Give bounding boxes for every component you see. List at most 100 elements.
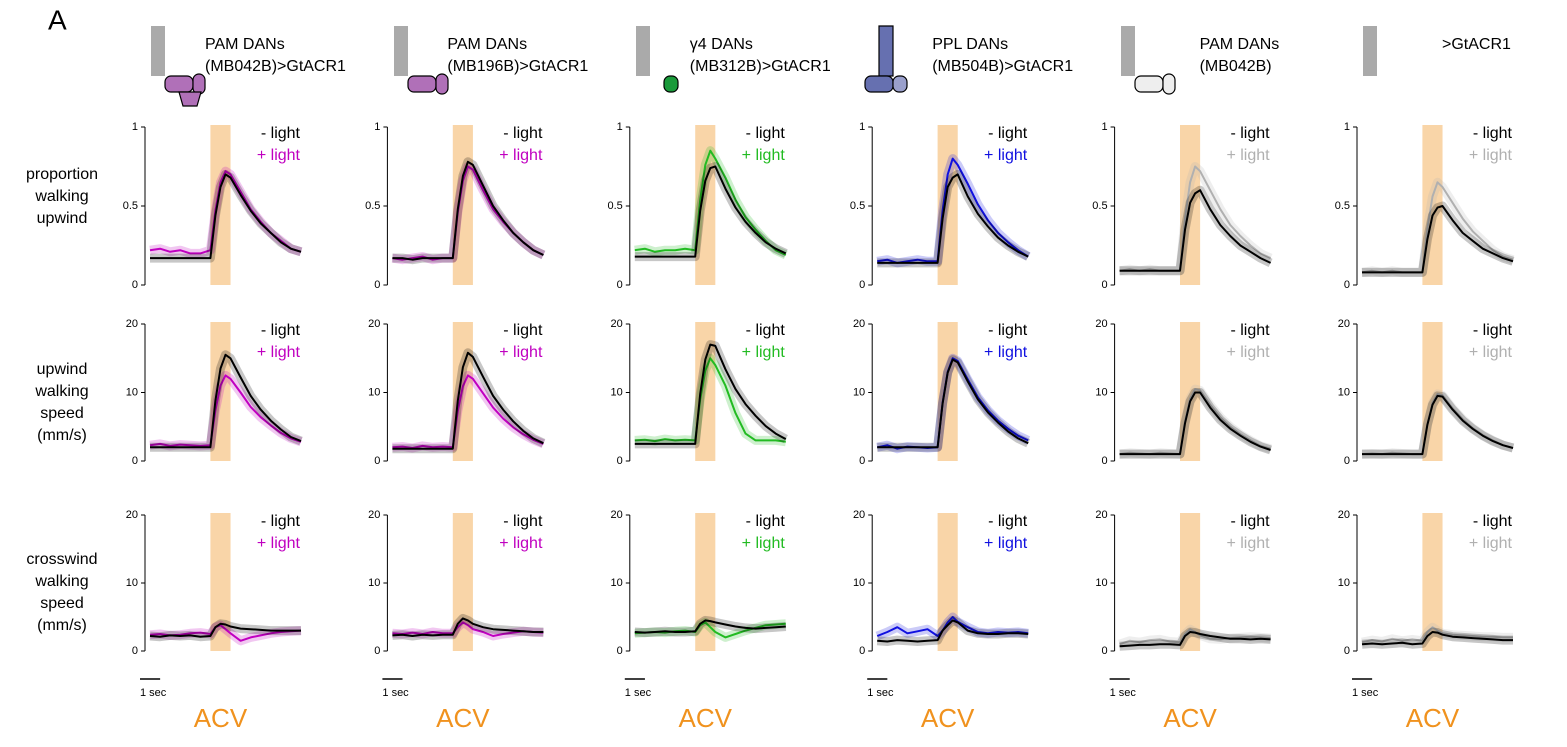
row-label: upwind <box>37 210 88 227</box>
legend-label: + light <box>984 344 1028 361</box>
scale-bar-label: 1 sec <box>1110 687 1137 699</box>
y-tick-label: 0 <box>617 645 623 657</box>
y-tick-label: 10 <box>853 386 865 398</box>
y-tick-label: 20 <box>611 509 623 521</box>
series-line <box>876 616 1029 637</box>
legend-label: + light <box>257 147 301 164</box>
legend-label: - light <box>261 125 301 142</box>
brain-icon <box>1349 20 1417 106</box>
legend-label: - light <box>746 513 786 530</box>
legend-label: - light <box>1473 513 1513 530</box>
y-tick-label: 1 <box>617 121 623 133</box>
stimulus-shade <box>210 125 231 285</box>
y-tick-label: 20 <box>126 509 138 521</box>
y-tick-label: 20 <box>1095 318 1107 330</box>
stimulus-shade <box>452 322 473 461</box>
legend-label: + light <box>1226 535 1270 552</box>
y-tick-label: 10 <box>1095 386 1107 398</box>
series-line <box>1119 628 1271 646</box>
y-tick-label: 10 <box>368 386 380 398</box>
legend-label: - light <box>261 513 301 530</box>
series-line <box>1361 181 1514 274</box>
y-tick-label: 10 <box>1095 577 1107 589</box>
column-title: (MB042B)>GtACR1 <box>205 58 346 75</box>
column-title: >GtACR1 <box>1442 36 1511 53</box>
series-line <box>392 351 544 450</box>
legend-label: + light <box>1469 535 1513 552</box>
legend-label: + light <box>984 147 1028 164</box>
legend-label: - light <box>503 322 543 339</box>
y-tick-label: 0 <box>374 455 380 467</box>
series-line <box>149 624 302 642</box>
stimulus-label: ACV <box>679 703 733 733</box>
y-tick-label: 0 <box>617 279 623 291</box>
column-title: PAM DANs <box>1200 36 1280 53</box>
row-label: speed <box>40 595 84 612</box>
stimulus-label: ACV <box>194 703 248 733</box>
y-tick-label: 0.5 <box>1092 200 1107 212</box>
legend-label: + light <box>742 535 786 552</box>
y-tick-label: 0 <box>859 645 865 657</box>
series-line <box>1119 189 1272 272</box>
series-line <box>149 374 302 447</box>
row-label: (mm/s) <box>37 427 87 444</box>
y-tick-label: 0 <box>1101 279 1107 291</box>
series-line <box>634 343 787 445</box>
row-label: walking <box>34 573 88 590</box>
legend-label: + light <box>742 147 786 164</box>
legend-label: + light <box>1469 147 1513 164</box>
series-line <box>1361 631 1513 646</box>
y-tick-label: 0 <box>132 645 138 657</box>
y-tick-label: 20 <box>1338 318 1350 330</box>
y-tick-label: 10 <box>126 386 138 398</box>
legend-label: + light <box>499 147 543 164</box>
y-tick-label: 20 <box>611 318 623 330</box>
scale-bar-label: 1 sec <box>867 687 894 699</box>
column-title: PAM DANs <box>205 36 285 53</box>
series-line <box>877 157 1029 264</box>
legend-label: - light <box>1230 125 1270 142</box>
y-tick-label: 20 <box>853 318 865 330</box>
y-tick-label: 10 <box>126 577 138 589</box>
y-tick-label: 0.5 <box>850 200 865 212</box>
y-tick-label: 0 <box>132 455 138 467</box>
y-tick-label: 0 <box>1344 645 1350 657</box>
y-tick-label: 10 <box>611 577 623 589</box>
series-line <box>392 617 544 637</box>
series-line <box>150 173 302 260</box>
series-line <box>1362 394 1514 456</box>
column-title: (MB042B) <box>1200 58 1272 75</box>
row-label: upwind <box>37 361 88 378</box>
y-tick-label: 0.5 <box>608 200 623 212</box>
series-line <box>1119 631 1271 648</box>
legend-label: - light <box>1473 322 1513 339</box>
legend-label: - light <box>988 125 1028 142</box>
scale-bar-label: 1 sec <box>382 687 409 699</box>
legend-label: - light <box>503 513 543 530</box>
y-tick-label: 0 <box>374 279 380 291</box>
y-tick-label: 0 <box>132 279 138 291</box>
legend-label: - light <box>503 125 543 142</box>
legend-label: - light <box>1230 513 1270 530</box>
stimulus-shade <box>452 513 473 651</box>
y-tick-label: 0 <box>1101 455 1107 467</box>
y-tick-label: 20 <box>368 318 380 330</box>
y-tick-label: 0 <box>1101 645 1107 657</box>
legend-label: + light <box>742 344 786 361</box>
legend-label: + light <box>1469 344 1513 361</box>
stimulus-shade <box>1422 513 1443 651</box>
series-line <box>877 619 1029 643</box>
y-tick-label: 10 <box>368 577 380 589</box>
stimulus-shade <box>937 322 958 461</box>
series-line <box>877 358 1029 449</box>
brain-icon <box>137 20 206 107</box>
scale-bar-label: 1 sec <box>1352 687 1379 699</box>
legend-label: - light <box>1230 322 1270 339</box>
column-title: γ4 DANs <box>690 36 753 53</box>
legend-label: + light <box>499 344 543 361</box>
y-tick-label: 0 <box>1344 455 1350 467</box>
series-line <box>149 622 301 638</box>
legend-label: + light <box>1226 344 1270 361</box>
